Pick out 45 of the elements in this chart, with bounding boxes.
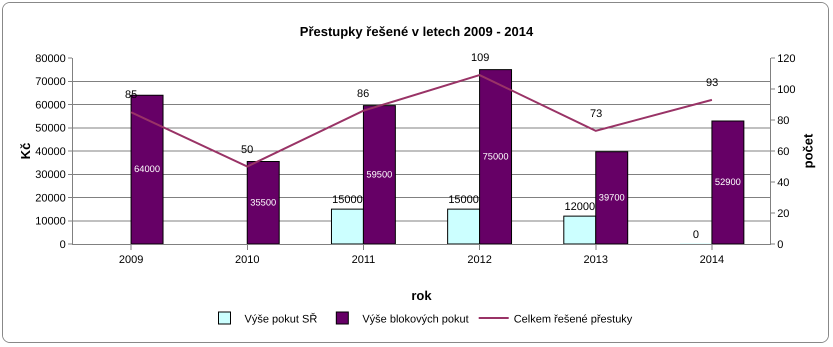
data-label: 35500 [250, 197, 276, 208]
data-label: 15000 [448, 194, 479, 206]
data-label: 109 [471, 52, 490, 64]
y-tick-label: 20000 [35, 192, 66, 204]
y2-tick-label: 0 [777, 238, 784, 251]
y2-tick-label: 60 [777, 146, 790, 158]
data-label: 75000 [482, 151, 509, 162]
x-tick-label: 2014 [700, 254, 724, 266]
y2-tick-label: 40 [777, 176, 790, 189]
data-label: 73 [590, 108, 602, 120]
y2-tick-label: 100 [777, 84, 796, 96]
y2-tick-label: 20 [777, 208, 790, 220]
data-label: 59500 [366, 169, 392, 180]
x-tick-label: 2013 [584, 254, 608, 266]
x-tick-label: 2010 [235, 254, 260, 266]
x-tick-label: 2011 [352, 254, 376, 266]
data-label: 15000 [332, 194, 363, 206]
data-label: 50 [241, 144, 254, 156]
y-tick-label: 50000 [35, 122, 66, 135]
y-tick-label: 60000 [35, 99, 66, 112]
data-label: 93 [706, 77, 718, 89]
data-label: 86 [357, 88, 370, 100]
data-label: 39700 [598, 192, 625, 202]
y-tick-label: 10000 [35, 216, 66, 228]
x-tick-label: 2009 [118, 254, 144, 266]
data-label: 64000 [134, 164, 160, 174]
legend-label: Celkem řešené přestuky [514, 313, 633, 326]
legend-label: Výše blokových pokut [362, 313, 469, 326]
data-label: 52900 [714, 177, 741, 188]
y-tick-label: 40000 [35, 146, 66, 158]
chart-title: Přestupky řešené v letech 2009 - 2014 [300, 24, 534, 39]
legend-label: Výše pokut SŘ [244, 312, 318, 326]
y-tick-label: 30000 [35, 169, 66, 182]
data-label: 0 [692, 229, 700, 241]
y-tick-label: 0 [60, 238, 66, 251]
y-tick-label: 70000 [35, 76, 66, 88]
x-axis-title: rok [411, 288, 432, 303]
y2-axis-title: počet [800, 132, 816, 168]
y-axis-title: Kč [18, 142, 34, 160]
y2-tick-label: 120 [777, 52, 796, 65]
y-tick-label: 80000 [35, 52, 66, 65]
y2-tick-label: 80 [777, 114, 790, 127]
x-tick-label: 2012 [467, 254, 492, 266]
data-label: 85 [125, 89, 138, 101]
data-label: 12000 [564, 201, 596, 214]
